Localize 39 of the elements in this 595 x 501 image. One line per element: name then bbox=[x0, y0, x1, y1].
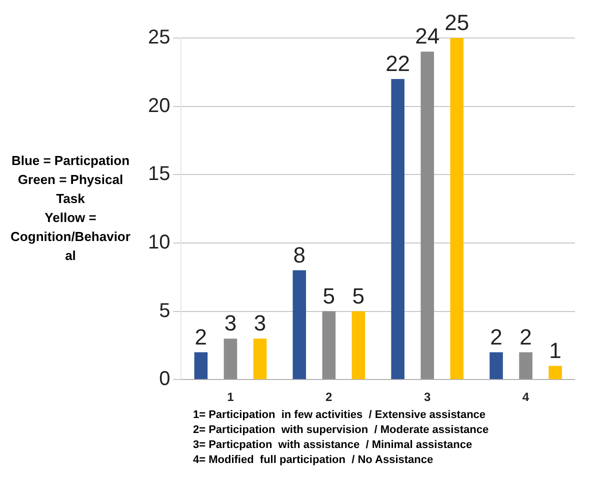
text: 1= Participation in few activities / Extensive assistance bbox=[193, 408, 487, 423]
data-label: 2 bbox=[520, 324, 532, 350]
data-label: 24 bbox=[415, 24, 440, 49]
y-tick-label: 5 bbox=[159, 300, 170, 322]
bar bbox=[253, 338, 267, 380]
x-tick-label: 1 bbox=[227, 390, 234, 404]
bar bbox=[391, 78, 404, 380]
bar bbox=[519, 352, 532, 380]
data-label: 8 bbox=[293, 242, 306, 268]
bar bbox=[352, 311, 366, 380]
bar bbox=[548, 366, 562, 380]
y-tick-label: 25 bbox=[148, 26, 170, 49]
bar bbox=[322, 311, 336, 380]
data-label: 3 bbox=[254, 310, 266, 336]
data-label: 5 bbox=[352, 283, 365, 308]
bar bbox=[224, 338, 238, 380]
data-label: 5 bbox=[322, 283, 336, 308]
y-tick-label: 20 bbox=[148, 94, 170, 117]
data-label: 3 bbox=[224, 310, 237, 336]
text: 4= Modified full participation / No Assistance bbox=[193, 453, 434, 468]
y-tick-label: 15 bbox=[148, 163, 170, 186]
text: 2= Participation with supervision / Moderate assistance bbox=[193, 423, 490, 438]
data-label: 2 bbox=[194, 324, 208, 350]
bar bbox=[194, 352, 208, 380]
text: Blue = Particpation Green = Physical Task Yellow = Cognition/Behavioral bbox=[10, 152, 132, 265]
data-label: 1 bbox=[549, 338, 562, 363]
y-tick-label: 0 bbox=[159, 368, 170, 390]
bar bbox=[292, 270, 306, 380]
bar bbox=[450, 38, 464, 380]
data-label: 2 bbox=[490, 324, 502, 350]
bar bbox=[420, 52, 434, 380]
x-tick-label: 2 bbox=[326, 390, 333, 404]
bar bbox=[490, 352, 503, 380]
data-label: 25 bbox=[444, 10, 470, 36]
text: 3= Particpation with assistance / Minimal assistance bbox=[193, 438, 474, 453]
x-tick-label: 4 bbox=[522, 390, 530, 404]
x-tick-label: 3 bbox=[424, 390, 431, 404]
y-tick-label: 10 bbox=[148, 231, 170, 254]
data-label: 22 bbox=[386, 51, 410, 76]
